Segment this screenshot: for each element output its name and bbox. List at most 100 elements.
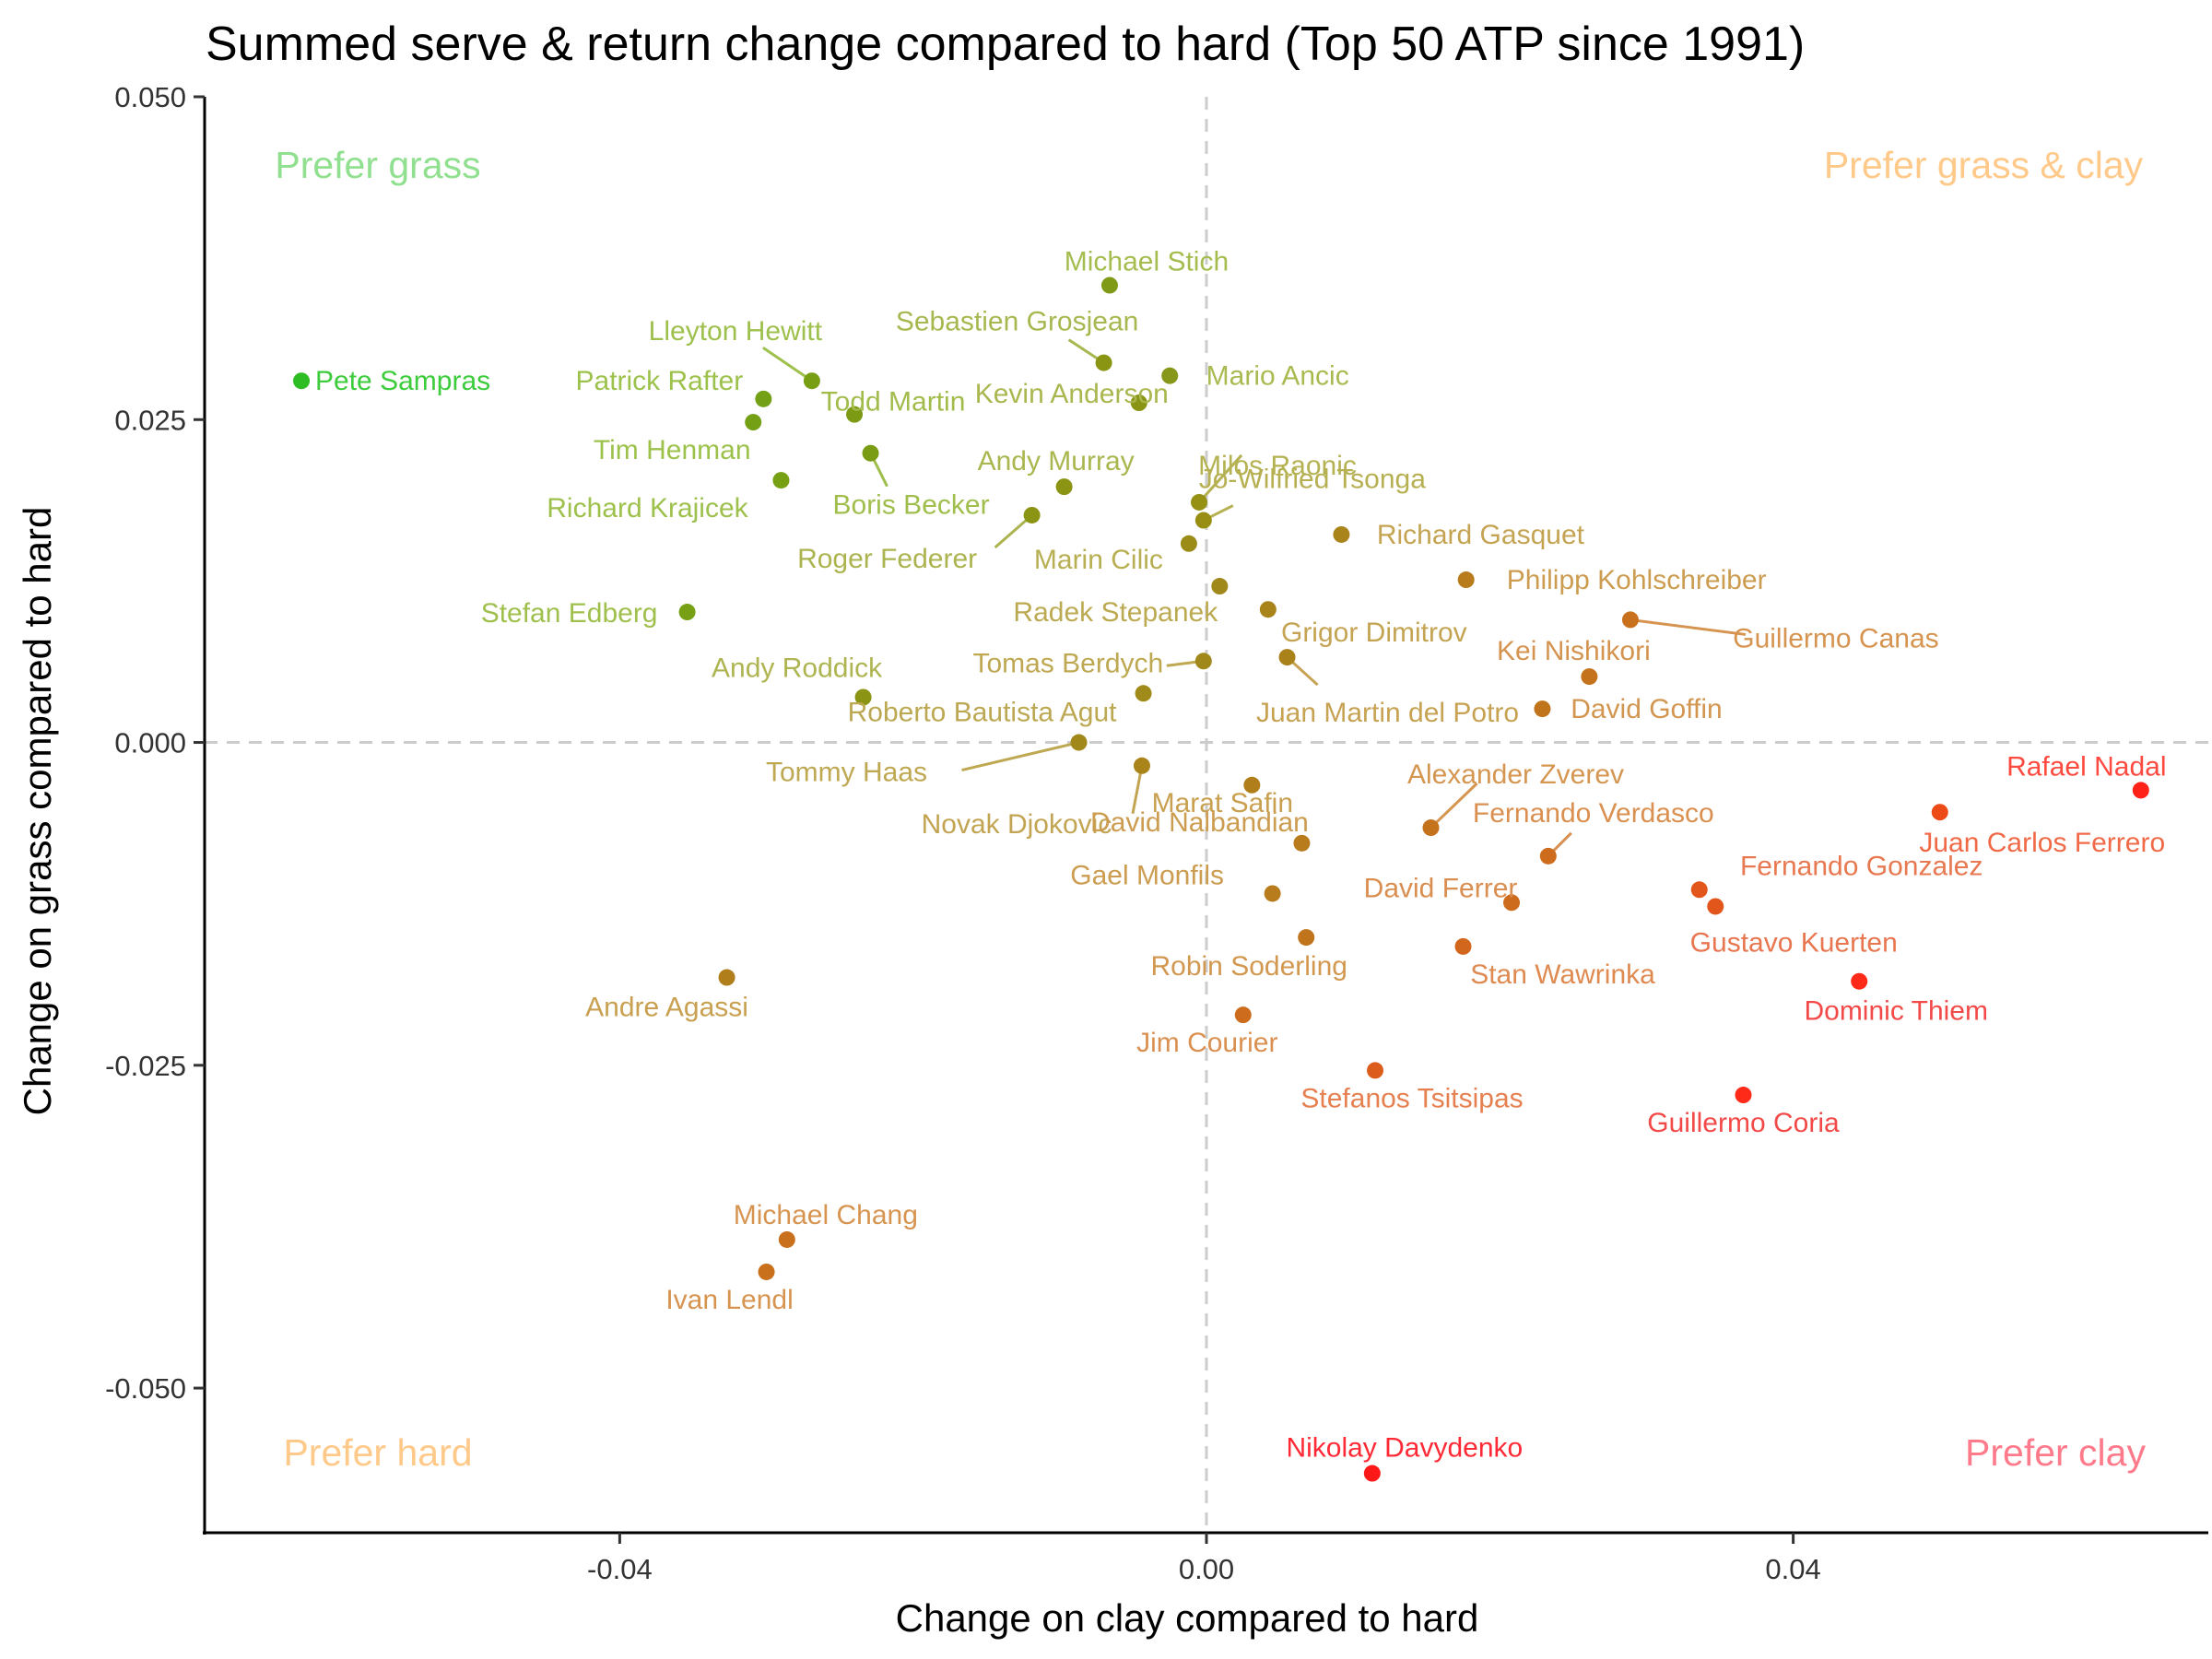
y-tick-label: -0.050 (105, 1372, 186, 1405)
point-andy-roddick[interactable] (854, 688, 872, 706)
label-marin-cilic: Marin Cilic (1034, 545, 1163, 575)
point-fernando-verdasco[interactable] (1539, 847, 1557, 865)
point-kei-nishikori[interactable] (1581, 668, 1598, 686)
point-david-nalbandian[interactable] (1293, 834, 1311, 852)
point-ivan-lendl[interactable] (758, 1263, 775, 1280)
label-tim-henman: Tim Henman (594, 435, 751, 465)
point-michael-stich[interactable] (1100, 276, 1118, 294)
axes: -0.04 0.00 0.04 0.050 0.025 0.000 -0.025 -0.050 (105, 81, 2208, 1585)
connector-tommy-haas (961, 741, 1079, 771)
label-boris-becker: Boris Becker (833, 490, 990, 521)
chart-title: Summed serve & return change compared to… (206, 18, 1805, 71)
point-juan-carlos-ferrero[interactable] (1931, 804, 1948, 821)
label-andre-agassi: Andre Agassi (585, 993, 748, 1023)
point-robin-soderling[interactable] (1298, 929, 1315, 947)
y-tick-label: -0.025 (105, 1050, 186, 1082)
point-radek-stepanek[interactable] (1211, 578, 1229, 595)
label-gustavo-kuerten: Gustavo Kuerten (1690, 927, 1898, 958)
label-richard-gasquet: Richard Gasquet (1377, 520, 1585, 550)
label-radek-stepanek: Radek Stepanek (1013, 597, 1218, 628)
point-richard-gasquet[interactable] (1333, 525, 1350, 543)
label-andy-murray: Andy Murray (978, 446, 1135, 477)
label-mario-ancic: Mario Ancic (1206, 361, 1349, 392)
point-andy-murray[interactable] (1055, 478, 1073, 496)
point-boris-becker[interactable] (862, 444, 879, 462)
point-stefanos-tsitsipas[interactable] (1367, 1062, 1384, 1079)
point-michael-chang[interactable] (778, 1230, 795, 1248)
y-tick-label: 0.000 (114, 727, 186, 759)
label-dominic-thiem: Dominic Thiem (1804, 996, 1988, 1027)
label-robin-soderling: Robin Soderling (1150, 951, 1347, 982)
point-roger-federer[interactable] (1023, 506, 1041, 524)
reference-lines (205, 97, 2208, 1533)
label-patrick-rafter: Patrick Rafter (576, 366, 744, 396)
label-michael-stich: Michael Stich (1065, 247, 1229, 277)
x-axis-title: Change on clay compared to hard (896, 1596, 1479, 1640)
point-rafael-nadal[interactable] (2132, 782, 2149, 799)
label-tomas-berdych: Tomas Berdych (972, 648, 1163, 678)
point-stefan-edberg[interactable] (678, 604, 696, 621)
label-roger-federer: Roger Federer (797, 544, 977, 574)
point-sebastien-grosjean[interactable] (1095, 354, 1112, 371)
label-tommy-haas: Tommy Haas (766, 758, 927, 788)
label-alexander-zverev: Alexander Zverev (1407, 759, 1624, 790)
label-david-goffin: David Goffin (1571, 694, 1723, 724)
point-guillermo-canas[interactable] (1621, 611, 1639, 629)
label-gael-monfils: Gael Monfils (1070, 860, 1224, 890)
point-gustavo-kuerten[interactable] (1707, 898, 1724, 915)
y-tick-label: 0.025 (114, 404, 186, 436)
label-michael-chang: Michael Chang (734, 1200, 918, 1230)
data-points (293, 276, 2149, 1482)
point-andre-agassi[interactable] (718, 969, 735, 986)
label-richard-krajicek: Richard Krajicek (547, 493, 748, 524)
point-lleyton-hewitt[interactable] (803, 372, 820, 390)
point-marin-cilic[interactable] (1180, 535, 1197, 552)
point-tommy-haas[interactable] (1070, 734, 1088, 751)
point-patrick-rafter[interactable] (755, 390, 772, 407)
point-guillermo-coria[interactable] (1735, 1087, 1752, 1104)
x-tick-label: 0.04 (1765, 1553, 1820, 1585)
point-tim-henman[interactable] (745, 414, 762, 431)
label-todd-martin: Todd Martin (821, 387, 966, 418)
point-marat-safin[interactable] (1243, 776, 1261, 794)
point-jim-courier[interactable] (1234, 1006, 1252, 1024)
x-tick-label: 0.00 (1179, 1553, 1234, 1585)
point-stan-wawrinka[interactable] (1454, 937, 1472, 955)
point-philipp-kohlschreiber[interactable] (1457, 571, 1475, 589)
point-alexander-zverev[interactable] (1422, 819, 1440, 837)
point-kevin-anderson[interactable] (1130, 394, 1147, 412)
label-roberto-bautista-agut: Roberto Bautista Agut (848, 697, 1118, 727)
point-nikolay-davydenko[interactable] (1363, 1465, 1381, 1482)
point-todd-martin[interactable] (846, 406, 864, 423)
label-ivan-lendl: Ivan Lendl (665, 1285, 793, 1315)
point-david-goffin[interactable] (1534, 700, 1551, 718)
point-gael-monfils[interactable] (1264, 885, 1281, 902)
point-novak-djokovic[interactable] (1133, 757, 1150, 774)
point-mario-ancic[interactable] (1161, 367, 1179, 384)
point-dominic-thiem[interactable] (1851, 972, 1868, 990)
label-milos-raonic: Milos Raonic (1198, 451, 1357, 481)
label-juan-carlos-ferrero: Juan Carlos Ferrero (1919, 828, 2165, 858)
point-jo-wilfried-tsonga[interactable] (1194, 512, 1212, 529)
label-david-nalbandian: David Nalbandian (1090, 807, 1309, 838)
point-fernando-gonzalez[interactable] (1690, 881, 1708, 899)
point-tomas-berdych[interactable] (1194, 653, 1212, 670)
point-pete-sampras[interactable] (293, 372, 311, 390)
point-juan-martin-del-potro[interactable] (1278, 649, 1296, 666)
point-milos-raonic[interactable] (1191, 493, 1208, 511)
label-rafael-nadal: Rafael Nadal (2006, 751, 2166, 782)
label-kei-nishikori: Kei Nishikori (1497, 636, 1651, 666)
point-grigor-dimitrov[interactable] (1259, 601, 1277, 618)
label-stefanos-tsitsipas: Stefanos Tsitsipas (1300, 1083, 1523, 1113)
point-roberto-bautista-agut[interactable] (1135, 685, 1152, 702)
connector-guillermo-canas (1630, 618, 1747, 636)
label-jim-courier: Jim Courier (1136, 1028, 1277, 1058)
label-fernando-verdasco: Fernando Verdasco (1473, 798, 1714, 829)
point-richard-krajicek[interactable] (772, 472, 790, 489)
point-david-ferrer[interactable] (1503, 894, 1521, 912)
connector-milos-raonic (1197, 453, 1243, 503)
label-marat-safin: Marat Safin (1152, 788, 1293, 818)
label-guillermo-canas: Guillermo Canas (1733, 623, 1938, 653)
